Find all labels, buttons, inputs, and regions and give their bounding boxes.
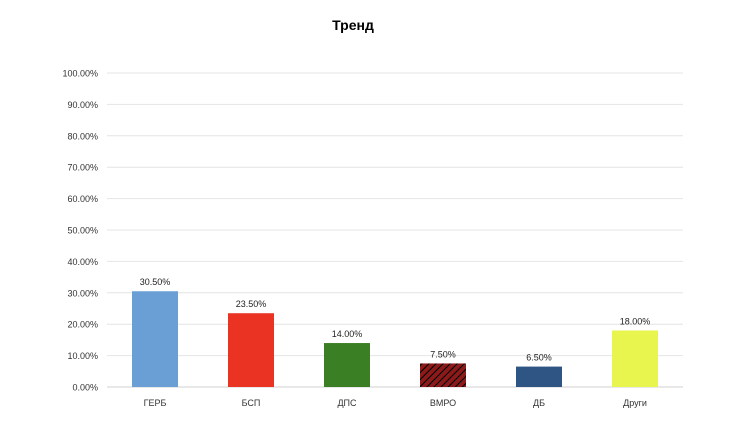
- bar-дпс: [324, 343, 370, 387]
- y-tick-label: 70.00%: [67, 163, 98, 173]
- bar-герб: [132, 291, 178, 387]
- data-label: 18.00%: [620, 316, 651, 326]
- y-axis-tick-labels: 0.00% 10.00% 20.00% 30.00% 40.00% 50.00% 60.00…: [62, 69, 98, 393]
- x-tick-label: ВМРО: [430, 398, 456, 408]
- data-label: 30.50%: [140, 277, 171, 287]
- chart-title: Тренд: [332, 17, 374, 33]
- y-tick-label: 60.00%: [67, 194, 98, 204]
- y-tick-label: 30.00%: [67, 288, 98, 298]
- bar-бсп: [228, 313, 274, 387]
- y-tick-label: 100.00%: [62, 69, 98, 79]
- y-tick-label: 40.00%: [67, 257, 98, 267]
- x-tick-label: БСП: [242, 398, 261, 408]
- data-label: 7.50%: [430, 349, 456, 359]
- y-tick-label: 20.00%: [67, 320, 98, 330]
- data-labels: 30.50% 23.50% 14.00% 7.50% 6.50% 18.00%: [140, 277, 651, 362]
- bar-вмро: [420, 363, 466, 387]
- y-tick-label: 50.00%: [67, 226, 98, 236]
- bar-дб: [516, 366, 562, 387]
- bars: [132, 291, 658, 387]
- data-label: 23.50%: [236, 299, 267, 309]
- data-label: 6.50%: [526, 353, 552, 363]
- y-tick-label: 90.00%: [67, 100, 98, 110]
- x-tick-label: ДБ: [533, 398, 545, 408]
- y-tick-label: 10.00%: [67, 351, 98, 361]
- grid-lines: [107, 72, 683, 388]
- x-axis-tick-labels: ГЕРБ БСП ДПС ВМРО ДБ Други: [144, 398, 647, 408]
- x-tick-label: ДПС: [337, 398, 357, 408]
- y-tick-label: 0.00%: [72, 383, 98, 393]
- y-tick-label: 80.00%: [67, 131, 98, 141]
- data-label: 14.00%: [332, 329, 363, 339]
- bar-други: [612, 330, 658, 387]
- x-tick-label: ГЕРБ: [144, 398, 167, 408]
- x-tick-label: Други: [623, 398, 647, 408]
